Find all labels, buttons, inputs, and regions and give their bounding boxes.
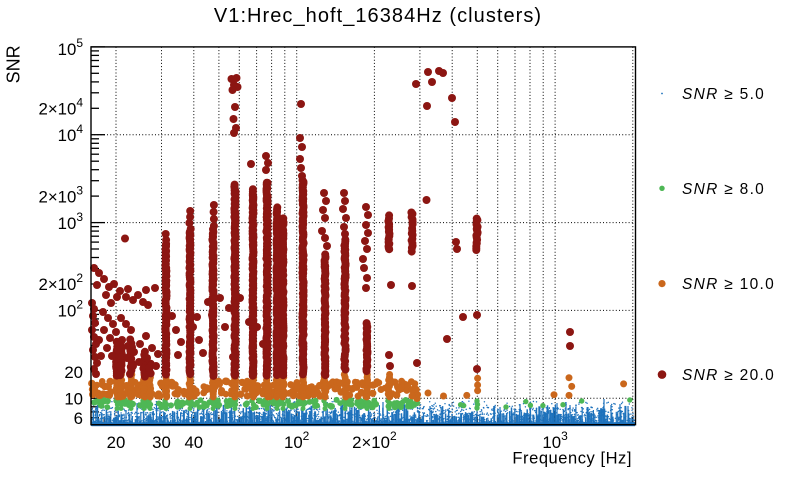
svg-text:20: 20	[64, 363, 83, 382]
svg-text:SNR ≥ 5.0: SNR ≥ 5.0	[682, 86, 765, 103]
svg-text:20: 20	[107, 433, 126, 452]
svg-text:V1:Hrec_hoft_16384Hz (clusters: V1:Hrec_hoft_16384Hz (clusters)	[214, 5, 542, 27]
svg-text:40: 40	[184, 433, 203, 452]
svg-text:SNR ≥ 20.0: SNR ≥ 20.0	[682, 367, 775, 384]
svg-text:SNR ≥ 8.0: SNR ≥ 8.0	[682, 181, 765, 198]
svg-text:SNR: SNR	[4, 45, 24, 83]
svg-text:30: 30	[152, 433, 171, 452]
svg-text:2×102: 2×102	[39, 271, 84, 294]
svg-text:2×103: 2×103	[39, 183, 84, 206]
svg-text:SNR ≥ 10.0: SNR ≥ 10.0	[682, 276, 775, 293]
svg-text:6: 6	[74, 409, 83, 428]
svg-text:2×102: 2×102	[352, 429, 397, 452]
svg-text:Frequency [Hz]: Frequency [Hz]	[512, 449, 632, 467]
svg-text:2×104: 2×104	[39, 95, 84, 118]
svg-text:10: 10	[64, 390, 83, 409]
